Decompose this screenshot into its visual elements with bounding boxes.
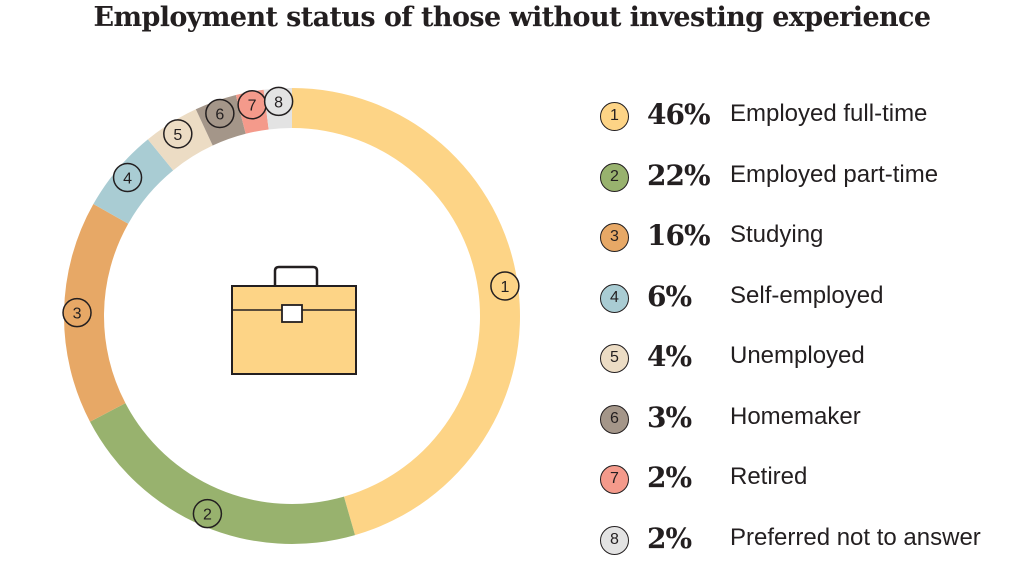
slice-badge-number-2: 2: [203, 507, 212, 524]
slice-badge-number-6: 6: [215, 106, 224, 123]
slice-badge-number-3: 3: [73, 306, 82, 323]
legend-badge: 5: [600, 344, 629, 373]
slice-badge-1: [490, 271, 520, 301]
legend-label: Employed full-time: [730, 100, 928, 127]
legend-badge: 1: [600, 102, 629, 131]
legend-value: 3%: [647, 400, 692, 434]
legend-badge: 4: [600, 283, 629, 313]
donut-chart: 1 2 3 4 5 6 7 8: [62, 86, 520, 544]
slice-badge-6: [205, 98, 235, 129]
donut-slice-2: [89, 403, 355, 544]
briefcase-icon: [231, 265, 357, 375]
legend-label: Retired: [730, 463, 808, 490]
legend-label: Studying: [730, 221, 824, 248]
slice-badge-number-1: 1: [500, 279, 509, 296]
slice-badge-8: [263, 86, 294, 117]
legend-value: 6%: [647, 279, 692, 313]
legend-value: 22%: [647, 158, 711, 192]
legend-badge: 2: [600, 162, 629, 192]
legend-value: 46%: [647, 98, 711, 131]
legend-badge: 3: [600, 223, 629, 252]
legend-value: 16%: [647, 219, 711, 252]
slice-badge-2: [192, 498, 223, 529]
legend-badge: 6: [600, 404, 629, 434]
legend-badge: 7: [600, 465, 629, 494]
legend-value: 4%: [647, 340, 692, 373]
slice-badge-number-8: 8: [274, 94, 283, 111]
chart-title: Employment status of those without inves…: [93, 2, 932, 33]
slice-badge-3: [62, 297, 92, 328]
slice-badge-number-7: 7: [248, 98, 257, 115]
legend-value: 2%: [647, 521, 692, 555]
legend-value: 2%: [647, 461, 692, 494]
donut-slice-3: [63, 204, 129, 422]
slice-badges: 1 2 3 4 5 6 7 8: [62, 86, 520, 529]
slice-badge-number-4: 4: [123, 171, 132, 188]
slice-badge-5: [163, 119, 193, 149]
slice-badge-number-5: 5: [173, 127, 182, 144]
legend-label: Employed part-time: [730, 160, 939, 188]
legend-label: Self-employed: [730, 281, 884, 309]
legend-badge: 8: [600, 525, 629, 555]
legend-label: Preferred not to answer: [730, 523, 981, 551]
donut-slice-1: [292, 88, 520, 536]
slice-badge-4: [112, 162, 143, 193]
legend-label: Unemployed: [730, 342, 865, 369]
legend-label: Homemaker: [730, 402, 861, 430]
